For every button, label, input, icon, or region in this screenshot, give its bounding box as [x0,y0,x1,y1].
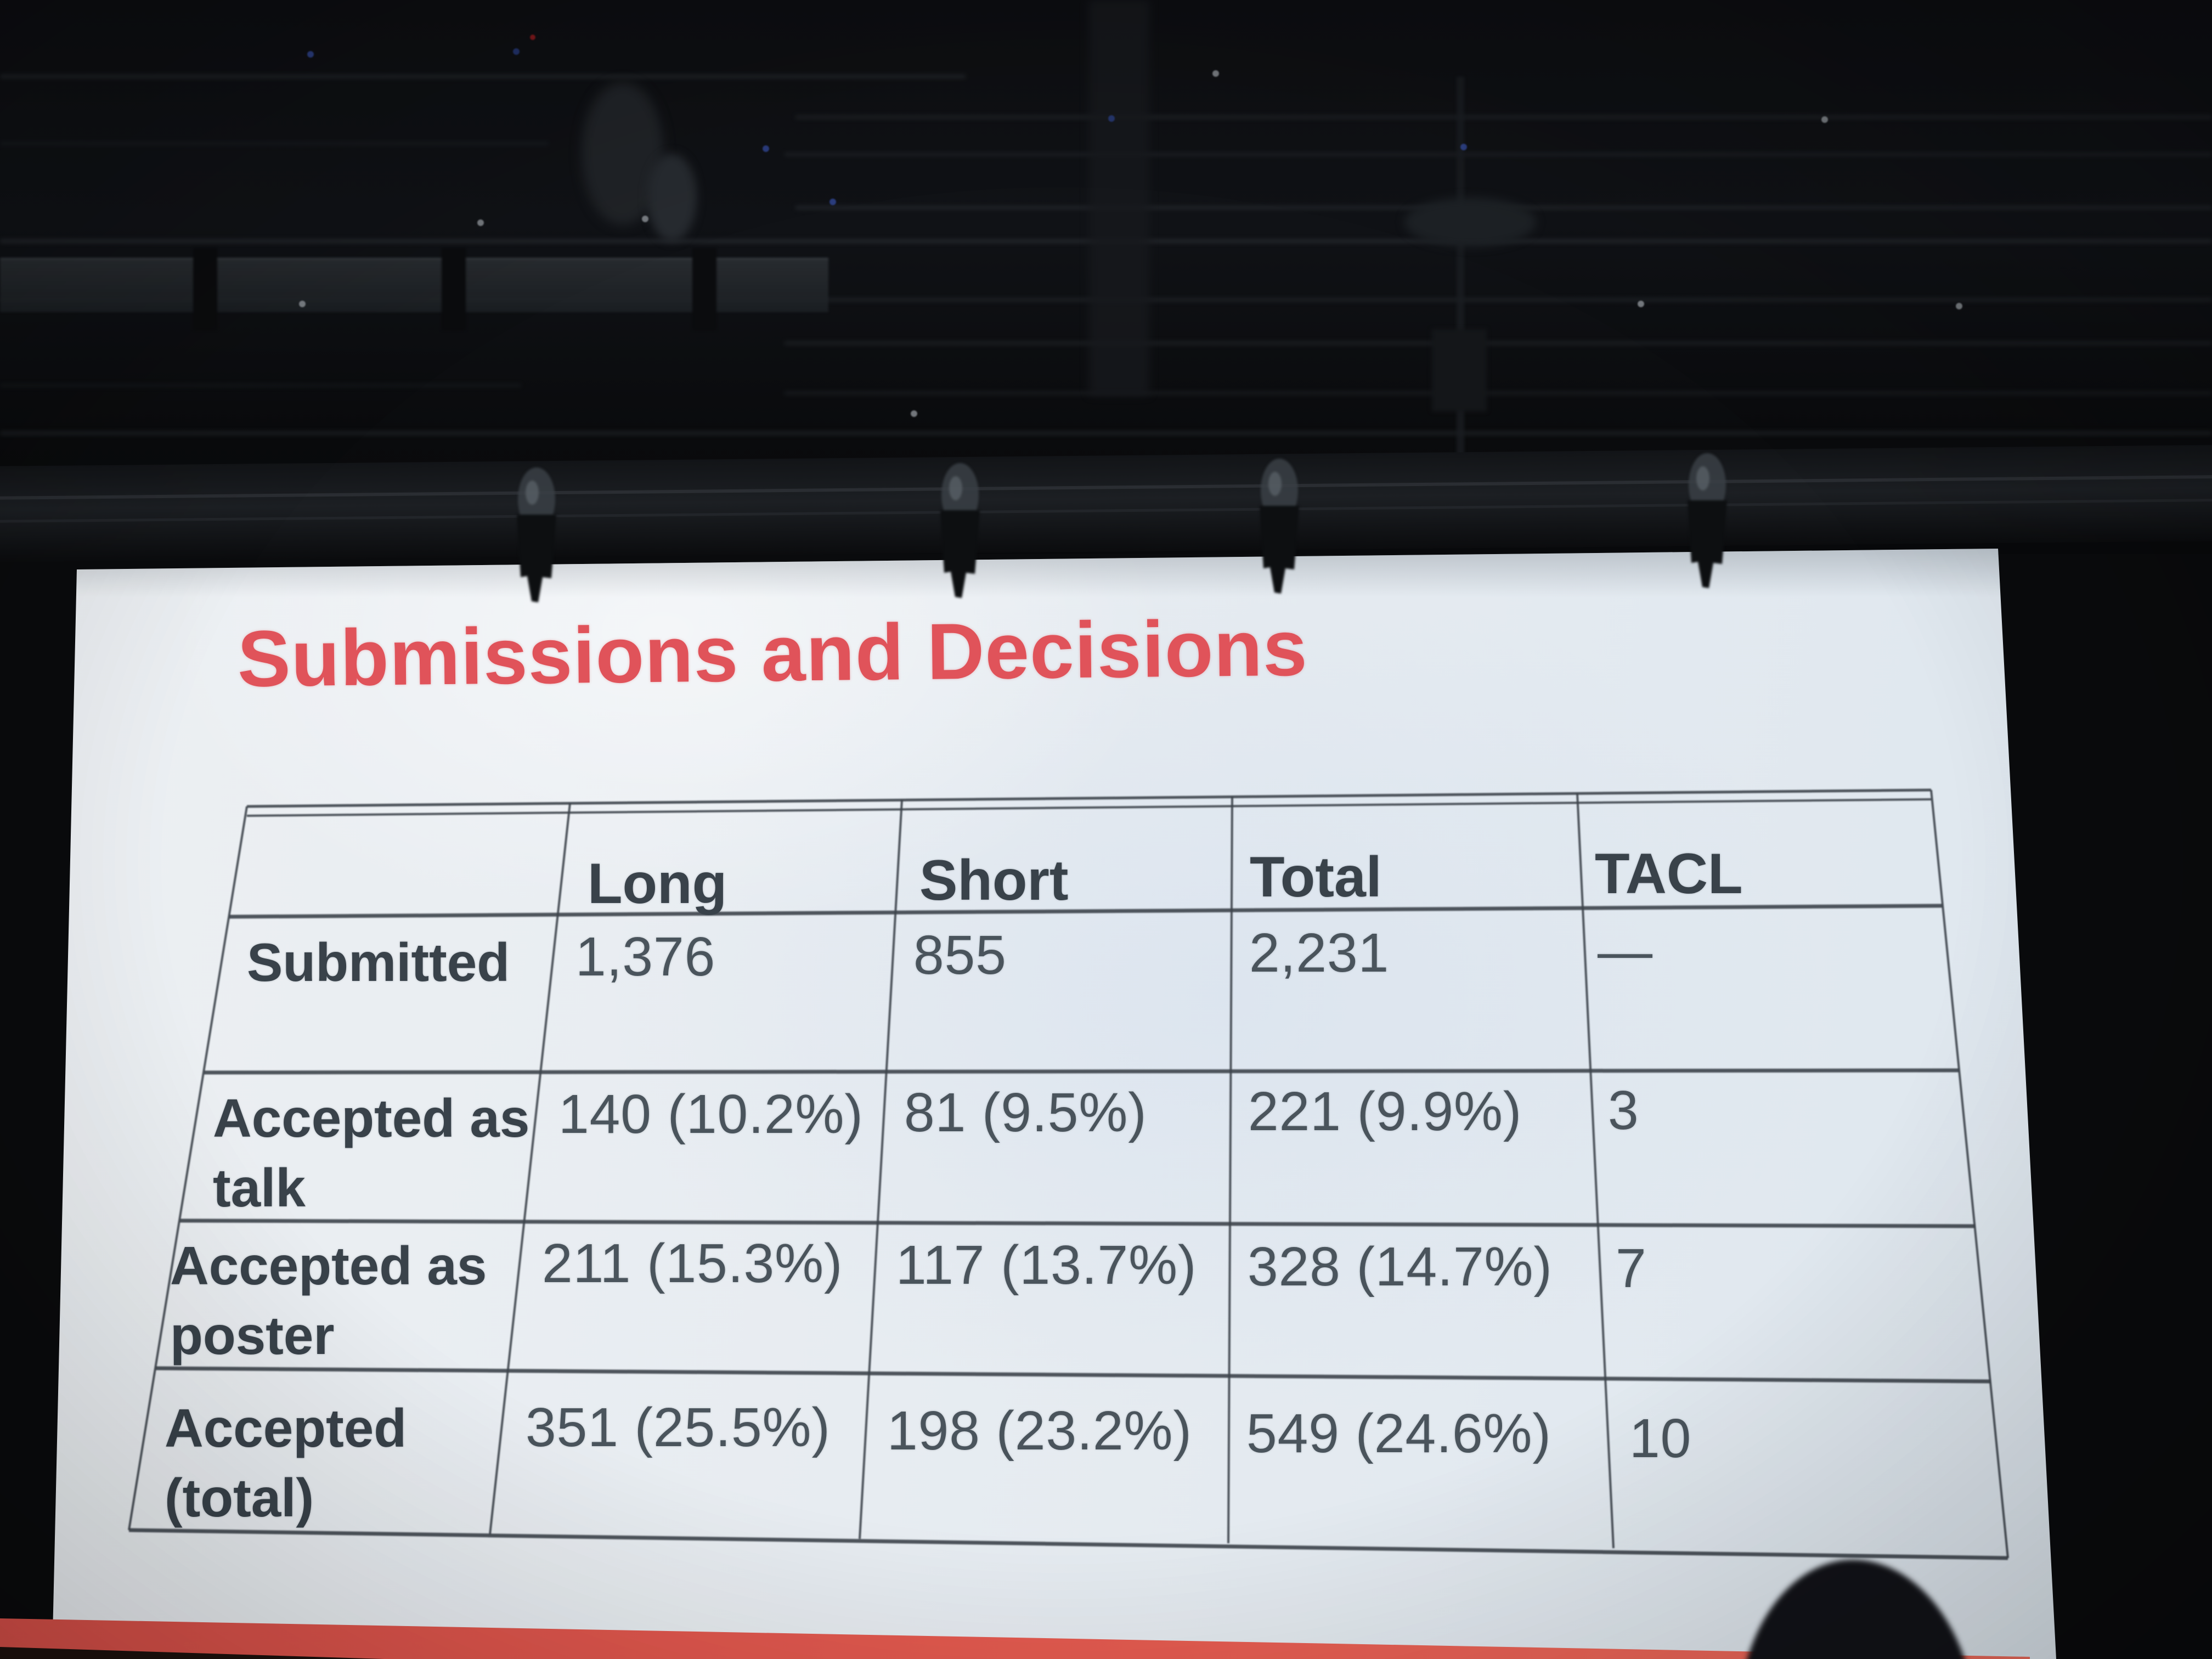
table-cell: 351 (25.5%) [526,1397,831,1458]
table-cell: 10 [1629,1408,1692,1469]
table-cell: 7 [1616,1238,1647,1299]
red-indicator-light [530,35,535,40]
row-label: Accepted as talk [213,1088,530,1218]
light-glint [642,216,648,222]
table-cell: — [1598,921,1653,982]
table-cell: 117 (13.7%) [896,1234,1197,1296]
rigging-pipe [785,153,2212,156]
column-header-short: Short [919,849,1069,912]
blue-light-glint [830,199,836,205]
rigging-post [193,248,217,330]
table-cell: 855 [913,924,1007,986]
table-cell: 328 (14.7%) [1248,1236,1553,1297]
rigging-pipe [0,384,521,387]
rigging-pipe [0,142,549,145]
stage-light-fixture [1404,198,1536,247]
rigging-pipe [795,115,2212,119]
column-header-tacl: TACL [1595,842,1743,906]
blue-light-glint [307,51,314,58]
beam-edge-highlight [0,475,2212,500]
rigging-pipe [0,75,966,78]
stage-light-fixture [647,154,697,241]
column-header-long: Long [588,852,727,916]
rigging-rail [0,258,828,312]
slide-title: Submissions and Decisions [237,603,1308,703]
column-header-total: Total [1250,845,1382,909]
light-glint [911,410,917,417]
rigging-post [442,248,466,330]
blue-light-glint [513,48,520,55]
table-cell: 1,376 [575,926,716,988]
light-glint [1956,303,1962,309]
table-cell: 198 (23.2%) [887,1400,1192,1462]
table-cell: 81 (9.5%) [904,1082,1147,1143]
blue-light-glint [763,145,769,152]
table-cell: 211 (15.3%) [542,1233,843,1294]
ceiling-shadow-band [1089,0,1149,395]
blue-light-glint [1108,115,1115,122]
table-cell: 549 (24.6%) [1246,1403,1551,1464]
rigging-pipe [0,431,2212,435]
rigging-pipe [785,391,2212,395]
table-cell: 2,231 [1249,922,1390,984]
rigging-pipe [785,341,2212,345]
light-glint [1638,301,1644,307]
light-glint [299,301,306,307]
row-label: Accepted (total) [165,1398,407,1528]
table-cell: 221 (9.9%) [1248,1081,1522,1142]
light-glint [1212,70,1219,77]
row-label: Submitted [247,932,510,992]
beam-edge-highlight [0,498,2212,523]
table-cell: 140 (10.2%) [558,1084,864,1145]
rigging-post [692,248,716,330]
hoist-motor [1432,329,1487,411]
row-label: Accepted as poster [170,1235,487,1366]
light-glint [477,219,484,226]
hoist-cable [1457,77,1464,494]
light-glint [1821,116,1828,123]
blue-light-glint [1460,144,1467,150]
table-cell: 3 [1608,1080,1639,1141]
